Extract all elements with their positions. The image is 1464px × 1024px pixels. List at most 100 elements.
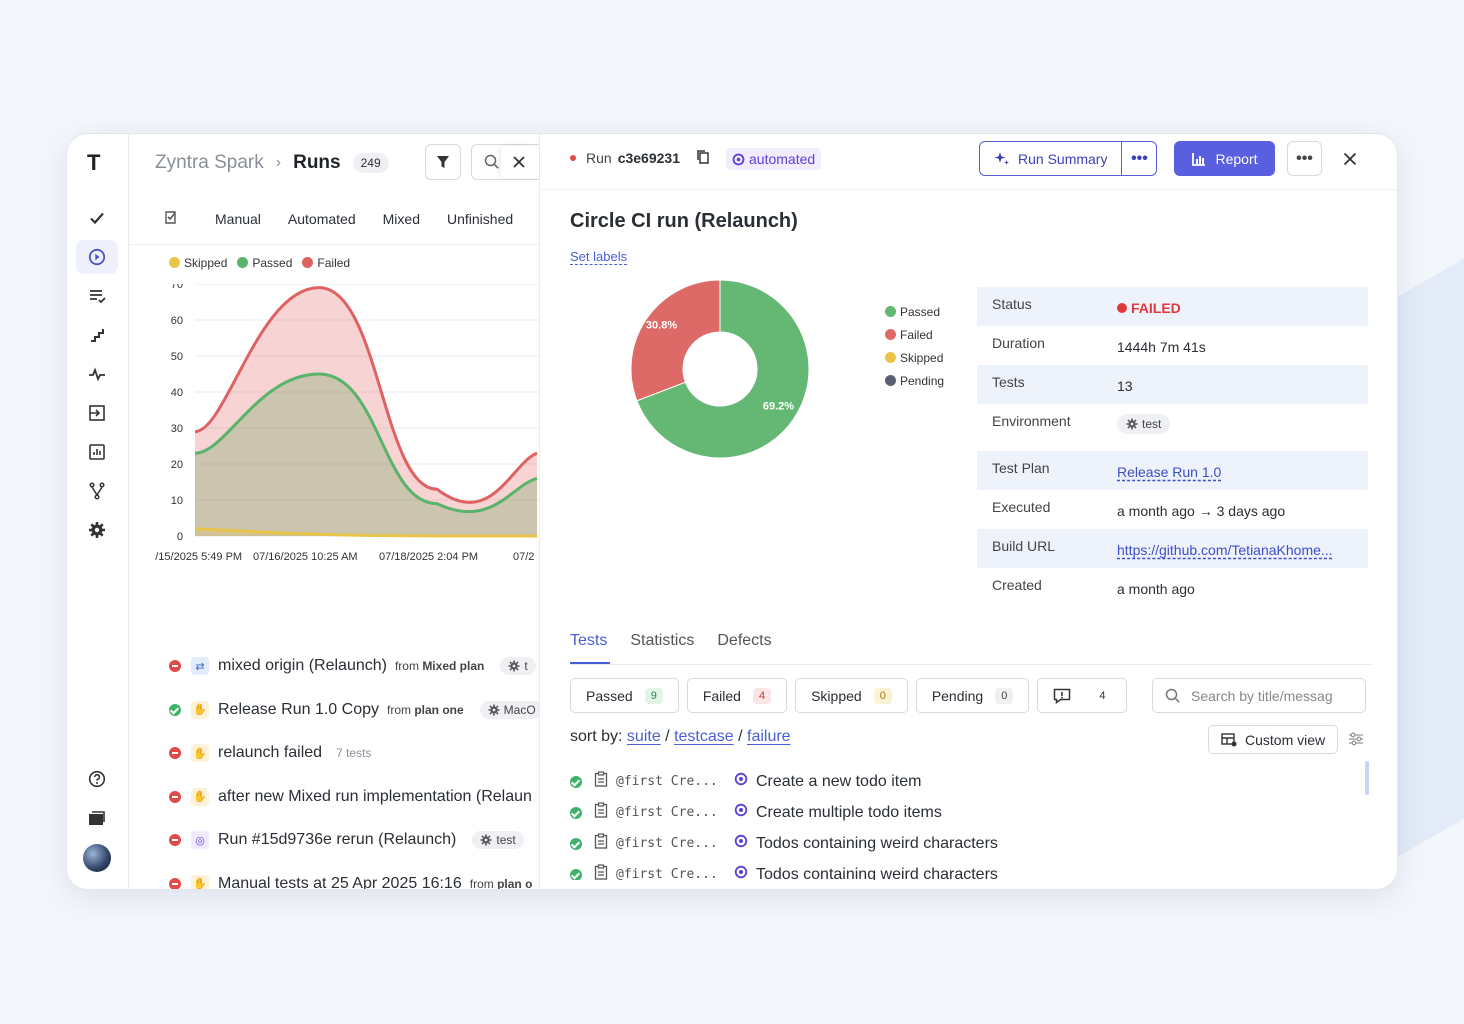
run-row[interactable]: ✋ relaunch failed 7 tests xyxy=(169,741,371,765)
run-row[interactable]: ✋ after new Mixed run implementation (Rel… xyxy=(169,785,532,809)
tab-unfinished[interactable]: Unfinished xyxy=(447,211,514,227)
line-failed[interactable] xyxy=(194,286,538,504)
tab-mixed[interactable]: Mixed xyxy=(382,211,420,227)
run-type-manual-icon: ✋ xyxy=(191,700,209,719)
filter-passed-button[interactable]: Passed 9 xyxy=(570,678,679,713)
run-env-label: t xyxy=(524,659,528,673)
line-skipped[interactable] xyxy=(194,527,537,538)
report-button[interactable]: Report xyxy=(1174,141,1275,176)
info-row-created: Created a month ago xyxy=(977,568,1368,607)
close-search-button[interactable] xyxy=(501,146,537,178)
breadcrumb-separator-icon: › xyxy=(275,154,282,171)
filter-skipped-button[interactable]: Skipped 0 xyxy=(795,678,908,713)
donut-legend: Passed Failed Skipped Pending xyxy=(885,300,944,392)
sort-label: sort by: xyxy=(570,728,623,745)
test-suite: @first Cre... xyxy=(616,836,718,851)
test-suite: @first Cre... xyxy=(616,774,718,789)
info-row-test-plan: Test Plan Release Run 1.0 xyxy=(977,451,1368,490)
tab-automated[interactable]: Automated xyxy=(287,211,356,227)
nav-runs-icon[interactable] xyxy=(76,240,118,274)
donut-legend-item[interactable]: Passed xyxy=(885,300,944,323)
nav-steps-icon[interactable] xyxy=(76,318,118,352)
select-all-icon[interactable] xyxy=(163,210,178,228)
donut-slice-failed[interactable] xyxy=(630,279,721,402)
nav-checkmark-icon[interactable] xyxy=(76,201,118,235)
run-summary-button[interactable]: Run Summary xyxy=(980,142,1123,175)
custom-view-button[interactable]: Custom view xyxy=(1208,725,1339,754)
bar-chart-icon xyxy=(1192,152,1206,166)
donut-slice-passed[interactable] xyxy=(636,279,810,459)
donut-legend-item[interactable]: Failed xyxy=(885,323,944,346)
test-suite: @first Cre... xyxy=(616,867,718,880)
sort-suite-link[interactable]: suite xyxy=(626,728,661,745)
filter-comments-button[interactable]: 4 xyxy=(1037,678,1128,713)
y-tick-label: 60 xyxy=(171,315,183,327)
test-row[interactable]: @first Cre... Todos containing weird char… xyxy=(570,828,1370,859)
build-url-link[interactable]: https://github.com/TetianaKhome... xyxy=(1117,542,1333,558)
legend-dot xyxy=(302,257,314,268)
app-logo[interactable]: T xyxy=(87,150,101,175)
environment-value: test xyxy=(1117,414,1171,434)
line-passed[interactable] xyxy=(194,372,538,514)
run-title: Circle CI run (Relaunch) xyxy=(570,210,798,232)
sort-failure-link[interactable]: failure xyxy=(747,728,791,745)
tab-manual[interactable]: Manual xyxy=(215,211,261,227)
tab-statistics[interactable]: Statistics xyxy=(630,632,695,649)
run-env-chip: test xyxy=(472,831,524,849)
run-row[interactable]: ✋ Manual tests at 25 Apr 2025 16:16 from p… xyxy=(169,872,533,890)
legend-label: Passed xyxy=(252,256,293,270)
info-row-duration: Duration 1444h 7m 41s xyxy=(977,326,1368,365)
set-labels-link[interactable]: Set labels xyxy=(570,249,628,265)
legend-item-passed[interactable]: Passed xyxy=(237,256,292,270)
run-row[interactable]: ◎ Run #15d9736e rerun (Relaunch) test xyxy=(169,828,524,852)
run-summary-label: Run Summary xyxy=(1018,150,1108,167)
tests-search-input[interactable]: Search by title/messag xyxy=(1152,678,1366,713)
run-row[interactable]: ⇄ mixed origin (Relaunch) from Mixed plan t xyxy=(169,654,536,678)
donut-legend-item[interactable]: Skipped xyxy=(885,346,944,369)
tune-settings-icon[interactable] xyxy=(1348,732,1364,751)
search-icon xyxy=(1165,688,1180,703)
tab-tests[interactable]: Tests xyxy=(570,632,608,649)
panel-divider[interactable] xyxy=(539,134,540,889)
run-status-failed-icon xyxy=(169,834,181,846)
test-row[interactable]: @first Cre... Create a new todo item xyxy=(570,766,1370,797)
user-avatar[interactable] xyxy=(83,844,111,872)
y-tick-label: 0 xyxy=(177,531,183,543)
run-from: from plan o xyxy=(470,877,533,890)
donut-legend-item[interactable]: Pending xyxy=(885,369,944,392)
nav-plans-icon[interactable] xyxy=(76,279,118,313)
nav-settings-gear-icon[interactable] xyxy=(76,513,118,547)
project-name[interactable]: Zyntra Spark xyxy=(155,152,264,173)
automated-icon xyxy=(734,772,748,791)
clipboard-icon xyxy=(594,771,608,792)
test-row[interactable]: @first Cre... Create multiple todo items xyxy=(570,797,1370,828)
status-dot xyxy=(1117,303,1127,313)
filter-pending-button[interactable]: Pending 0 xyxy=(915,678,1030,713)
copy-icon[interactable] xyxy=(695,149,711,170)
tab-defects[interactable]: Defects xyxy=(717,632,772,649)
legend-item-failed[interactable]: Failed xyxy=(302,256,350,270)
test-row[interactable]: @first Cre... Todos containing weird char… xyxy=(570,859,1370,880)
nav-branch-icon[interactable] xyxy=(76,474,118,508)
run-info-table: Status FAILED Duration 1444h 7m 41s Test… xyxy=(977,287,1368,607)
filter-failed-button[interactable]: Failed 4 xyxy=(686,678,788,713)
x-tick-label: 07/18/2025 2:04 PM xyxy=(379,551,478,563)
legend-item-skipped[interactable]: Skipped xyxy=(169,256,227,270)
projects-folder-icon[interactable] xyxy=(76,801,118,835)
y-tick-label: 50 xyxy=(171,351,183,363)
more-options-button[interactable]: ••• xyxy=(1287,141,1322,176)
close-detail-button[interactable] xyxy=(1337,146,1363,172)
nav-analytics-icon[interactable] xyxy=(76,435,118,469)
tests-scrollbar[interactable] xyxy=(1365,761,1369,795)
environment-chip[interactable]: test xyxy=(1117,414,1171,434)
filter-count: 0 xyxy=(873,687,892,704)
run-row[interactable]: ✋ Release Run 1.0 Copy from plan one MacO xyxy=(169,698,539,722)
nav-pulse-icon[interactable] xyxy=(76,357,118,391)
run-summary-more-button[interactable]: ••• xyxy=(1131,149,1148,167)
help-icon[interactable] xyxy=(76,762,118,796)
filter-button[interactable] xyxy=(425,144,461,180)
nav-import-icon[interactable] xyxy=(76,396,118,430)
search-icon xyxy=(484,154,499,169)
sort-testcase-link[interactable]: testcase xyxy=(674,728,734,745)
test-plan-link[interactable]: Release Run 1.0 xyxy=(1117,464,1222,480)
